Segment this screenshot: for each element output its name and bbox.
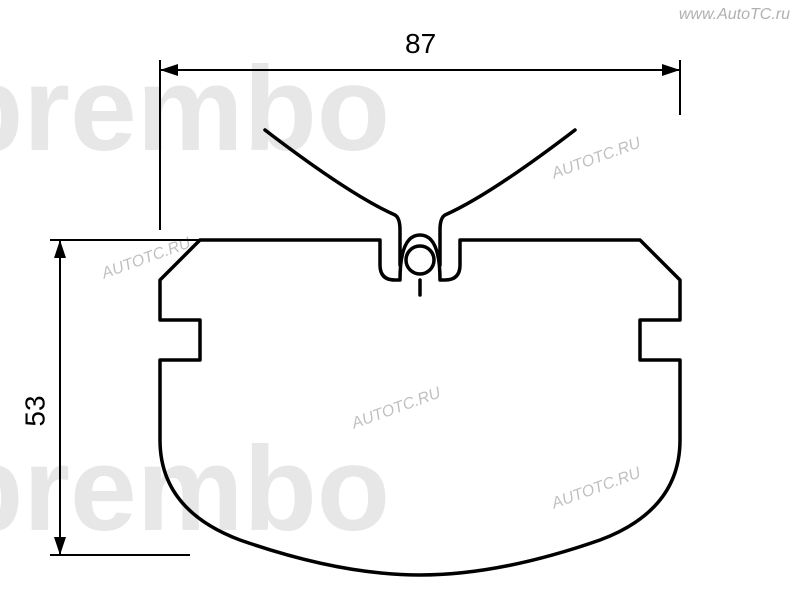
technical-drawing-svg: [0, 0, 800, 600]
dimension-width-label: 87: [405, 28, 436, 60]
dimension-vertical: [50, 240, 200, 555]
brake-pad-outline: [160, 130, 680, 575]
dimension-height-label: 53: [20, 395, 52, 426]
dimension-horizontal: [160, 60, 680, 230]
